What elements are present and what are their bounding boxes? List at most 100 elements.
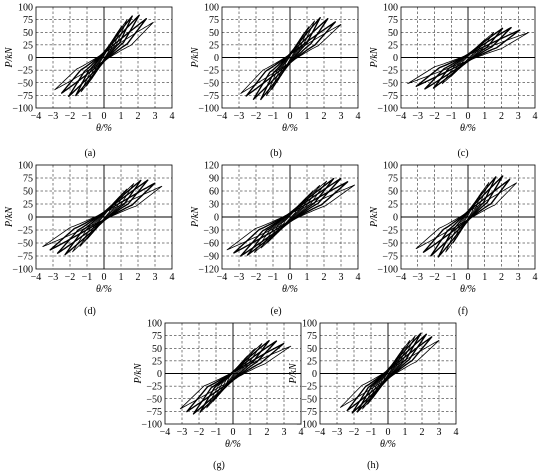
y-tick-label: −75 [382,252,398,263]
y-tick-label: 120 [204,161,219,172]
x-tick-label: −1 [268,111,279,122]
x-tick-label: 1 [119,111,124,122]
y-tick-label: −75 [17,252,33,263]
y-tick-label: −50 [301,394,317,405]
panel-h: −4 −3 −2 −1 0 1 2 3 4−100−75−50−250255075100θ/%P… [288,319,459,472]
x-tick-label: 3 [437,427,442,438]
y-tick-label: 60 [209,187,219,198]
x-tick-label: 1 [403,427,408,438]
y-tick-label: 50 [23,187,33,198]
panel-c: −4 −3 −2 −1 0 1 2 3 4−100−75−50−250255075100θ/%P… [369,3,538,160]
x-tick-label: 2 [265,427,270,438]
y-tick-label: 100 [18,161,33,172]
x-tick-label: −1 [366,427,377,438]
y-axis-label: P/kN [190,46,201,68]
y-tick-label: 25 [388,200,398,211]
y-axis-label: P/kN [288,362,299,384]
hysteresis-loop [179,345,292,410]
y-tick-label: 75 [23,174,33,185]
x-tick-label: 2 [499,272,504,283]
y-tick-label: 75 [152,331,162,342]
x-tick-label: −4 [315,427,326,438]
x-tick-label: −1 [211,427,222,438]
x-tick-label: −2 [65,111,76,122]
y-tick-label: 0 [312,369,317,380]
y-tick-label: 0 [28,213,33,224]
y-tick-label: −50 [146,394,162,405]
x-tick-label: 1 [248,427,253,438]
x-tick-label: −4 [31,272,42,283]
y-tick-label: 0 [28,53,33,64]
y-tick-label: −75 [17,91,33,102]
x-tick-label: 2 [136,111,141,122]
x-tick-label: 0 [102,111,107,122]
x-tick-label: 2 [322,272,327,283]
panel-label: (d) [84,306,96,317]
y-tick-label: −30 [203,226,219,237]
hysteresis-loop [340,340,440,408]
x-tick-label: 2 [136,272,141,283]
x-tick-label: −2 [349,427,360,438]
y-tick-label: −90 [203,252,219,263]
y-tick-label: 100 [302,319,317,330]
y-tick-label: 0 [214,213,219,224]
y-axis-label: P/kN [369,206,380,228]
y-tick-label: 0 [393,213,398,224]
y-tick-label: 50 [209,28,219,39]
y-tick-label: 0 [214,53,219,64]
y-tick-label: −50 [382,78,398,89]
x-tick-label: −3 [48,111,59,122]
y-tick-label: 50 [388,28,398,39]
x-tick-label: −2 [429,272,440,283]
x-tick-label: 0 [466,111,471,122]
y-tick-label: −100 [12,265,33,276]
y-tick-label: 100 [204,3,219,14]
y-tick-label: −100 [296,420,317,431]
x-tick-label: 3 [282,427,287,438]
y-tick-label: −25 [301,382,317,393]
hysteresis-loop [42,185,163,247]
x-tick-label: −4 [217,272,228,283]
y-tick-label: 100 [147,319,162,330]
y-axis-label: P/kN [369,46,380,68]
y-tick-label: 100 [18,3,33,14]
y-tick-label: 75 [388,15,398,26]
panel-f: −4 −3 −2 −1 0 1 2 3 4−100−75−50−250255075100θ/%P… [369,161,538,318]
y-tick-label: −25 [146,382,162,393]
x-tick-label: 4 [533,111,538,122]
y-tick-label: −100 [377,265,398,276]
x-axis-label: θ/% [96,123,112,134]
x-tick-label: 0 [386,427,391,438]
x-axis-label: θ/% [380,439,396,450]
y-tick-label: 50 [307,344,317,355]
x-tick-label: 0 [288,111,293,122]
x-tick-label: 0 [102,272,107,283]
x-tick-label: −2 [65,272,76,283]
y-tick-label: 75 [307,331,317,342]
y-tick-label: −75 [146,407,162,418]
y-tick-label: 75 [388,174,398,185]
y-tick-label: 30 [209,200,219,211]
hysteresis-loop [54,21,154,91]
y-tick-label: −60 [203,239,219,250]
x-tick-label: −1 [82,111,93,122]
y-tick-label: 75 [23,15,33,26]
y-tick-label: −75 [301,407,317,418]
y-tick-label: 25 [209,40,219,51]
x-tick-label: 1 [482,111,487,122]
y-tick-label: −50 [382,239,398,250]
y-tick-label: −25 [382,226,398,237]
x-tick-label: 2 [499,111,504,122]
panel-d: −4 −3 −2 −1 0 1 2 3 4 −100 −75 −50 −25 0 25 50 75 100 θ/% P… [4,161,175,318]
y-tick-label: −75 [382,91,398,102]
panel-e: −4 −3 −2 −1 0 1 2 3 4 −120 −90 −60 −30 0 30 60 90 120 θ/% P… [190,161,361,318]
y-tick-label: −50 [203,78,219,89]
x-tick-label: −3 [412,111,423,122]
hysteresis-loop [407,32,529,84]
x-axis-label: θ/% [460,123,476,134]
panel-label: (a) [84,148,95,159]
